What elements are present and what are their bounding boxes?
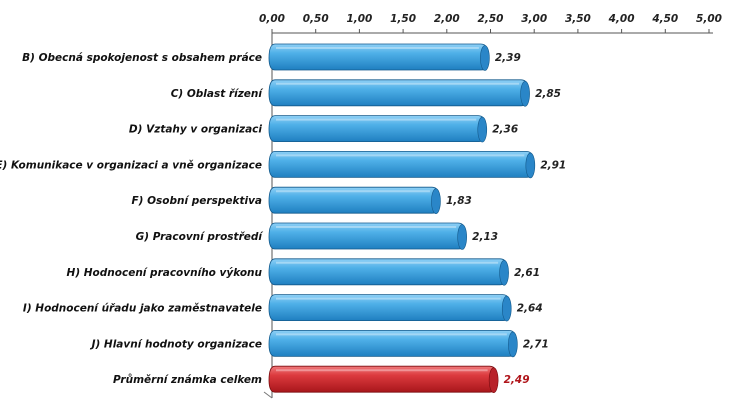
bar-end-cap	[480, 45, 490, 71]
bar	[268, 151, 536, 179]
bar	[268, 365, 499, 394]
bar-end-cap	[457, 224, 467, 250]
value-label: 2,85	[535, 88, 561, 100]
bar	[268, 330, 518, 358]
category-label: D) Vztahy v organizaci	[129, 124, 262, 136]
category-label: I) Hodnocení úřadu jako zaměstnavatele	[23, 303, 262, 315]
value-label: 2,61	[514, 267, 540, 279]
x-tick-label: 2,00	[434, 13, 460, 25]
bars	[268, 43, 536, 394]
category-label: Průměrní známka celkem	[113, 373, 262, 386]
x-tick-label: 5,00	[696, 13, 722, 25]
bar-end-cap	[501, 295, 512, 322]
value-axis: 0,00 0,50 1,00 1,50 2,00 2,50 3,00 3,50 4,00 4,50…	[259, 13, 722, 399]
x-tick-label: 1,50	[390, 13, 416, 25]
bar	[268, 222, 467, 250]
bar	[268, 294, 512, 322]
bar-end-cap	[477, 116, 488, 143]
axis-depth-line	[263, 391, 273, 399]
x-tick-label: 0,50	[303, 13, 329, 25]
x-tick-label: 2,50	[478, 13, 504, 25]
x-tick-label: 0,00	[259, 13, 285, 25]
value-label: 2,13	[472, 231, 498, 243]
value-label: 1,83	[446, 195, 472, 207]
value-label: 2,36	[492, 124, 518, 136]
labels: B) Obecná spokojenost s obsahem práce 2,3…	[0, 52, 566, 386]
bar-end-cap	[508, 331, 518, 358]
value-label: 2,91	[540, 159, 566, 171]
bar	[268, 115, 488, 143]
bar	[268, 79, 530, 107]
value-label: 2,39	[495, 52, 521, 64]
category-label: E) Komunikace v organizaci a vně organiz…	[0, 159, 262, 171]
value-label: 2,49	[504, 374, 530, 386]
bar-end-cap	[499, 259, 509, 286]
category-label: J) Hlavní hodnoty organizace	[90, 338, 262, 350]
category-label: G) Pracovní prostředí	[136, 231, 264, 243]
bar-end-cap	[520, 81, 530, 107]
bar-end-cap	[431, 188, 441, 214]
bar-end-cap	[488, 367, 499, 394]
x-tick-label: 1,00	[346, 13, 372, 25]
bar-end-cap	[525, 152, 536, 179]
x-tick-label: 4,00	[608, 13, 635, 25]
bar	[268, 258, 509, 286]
category-label: C) Oblast řízení	[171, 88, 264, 100]
category-label: H) Hodnocení pracovního výkonu	[67, 267, 263, 279]
value-label: 2,64	[517, 303, 543, 315]
value-label: 2,71	[523, 338, 549, 350]
x-tick-label: 4,50	[651, 13, 678, 25]
category-label: F) Osobní perspektiva	[132, 195, 263, 207]
bar	[268, 186, 441, 214]
x-tick-label: 3,50	[565, 13, 591, 25]
category-label: B) Obecná spokojenost s obsahem práce	[22, 52, 262, 64]
bar	[268, 43, 490, 71]
x-tick-label: 3,00	[521, 13, 547, 25]
